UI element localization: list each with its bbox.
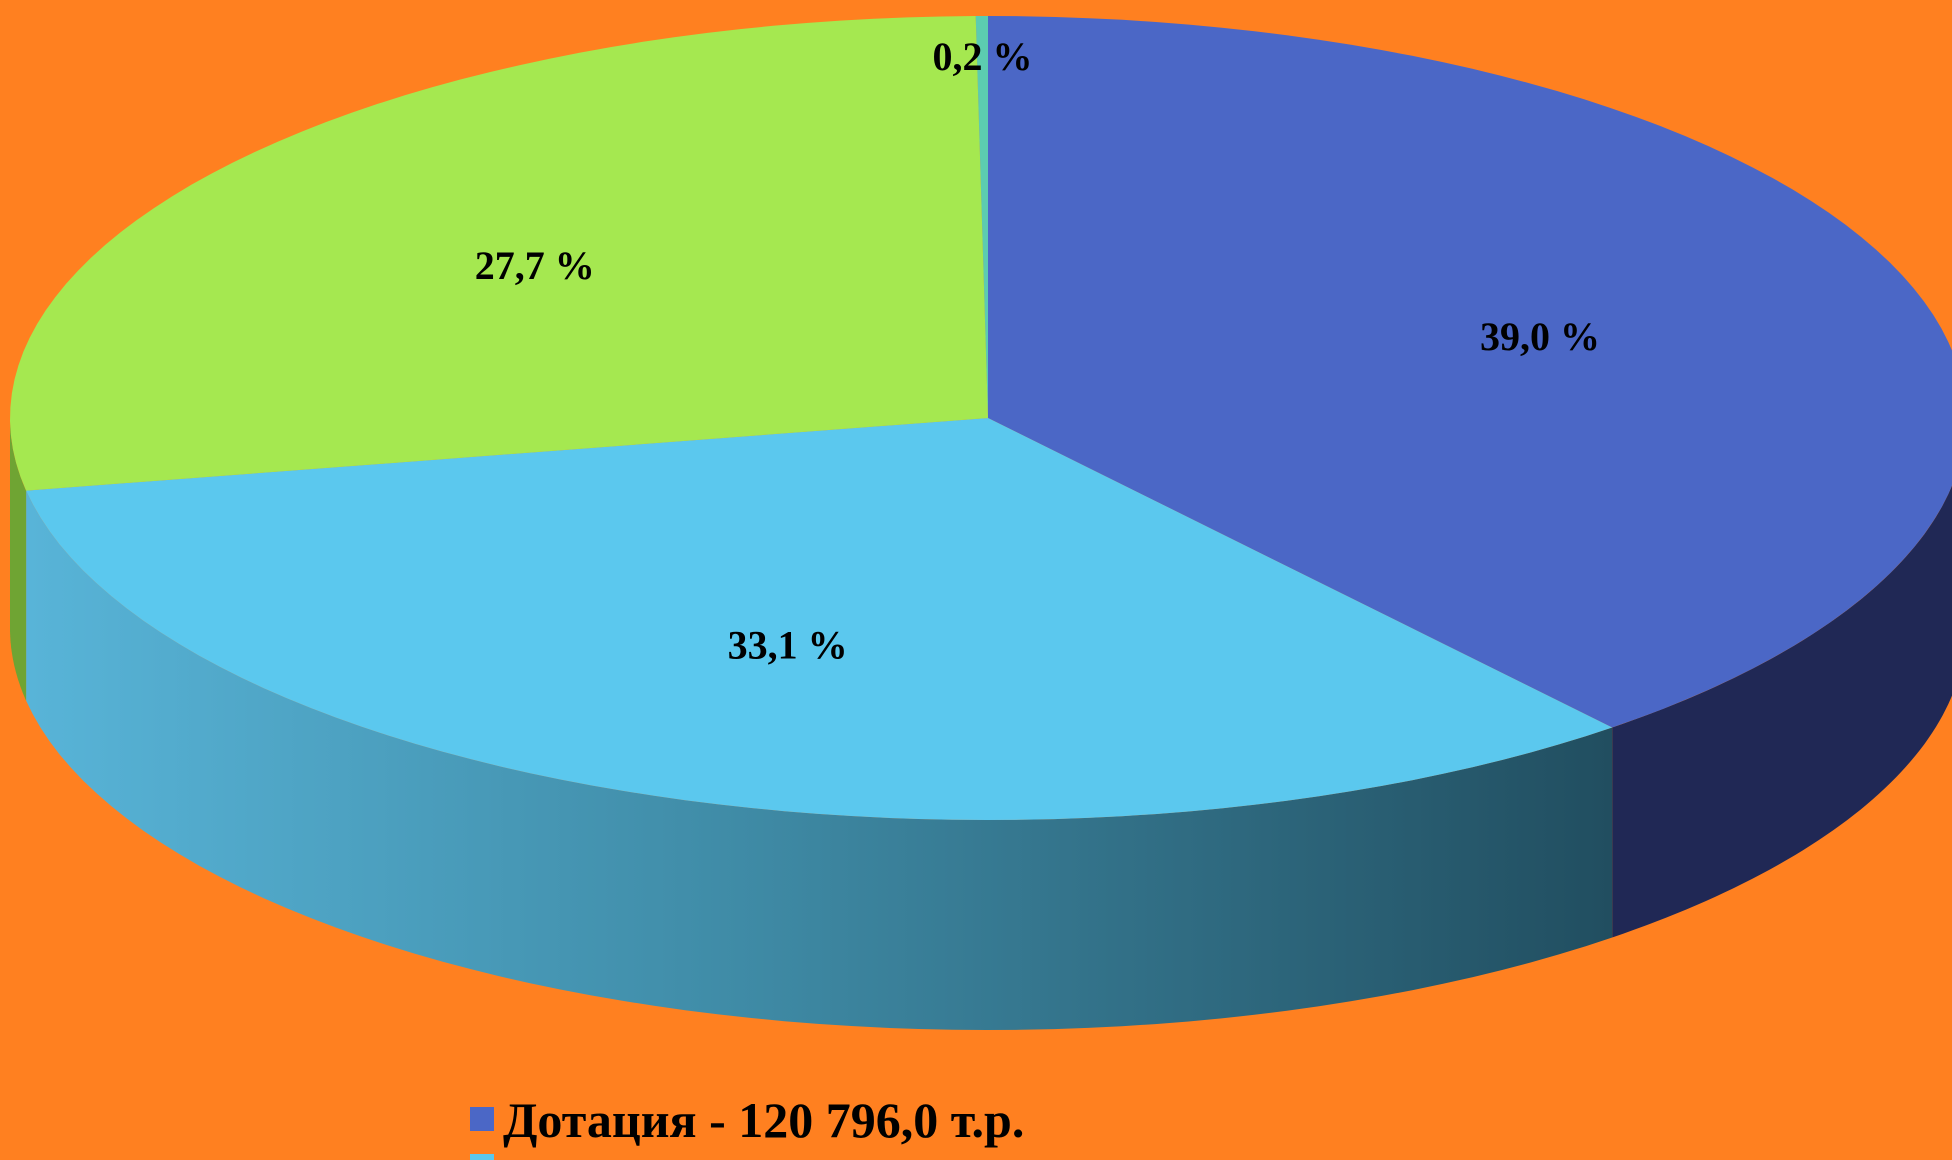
legend-swatch-2: [470, 1154, 494, 1160]
pie-tops: [10, 16, 1952, 820]
pie-slice-1: [26, 418, 1613, 820]
legend-label-dotaciya: Дотация - 120 796,0 т.р.: [503, 1092, 1024, 1148]
pie-slice-3: [975, 16, 988, 418]
pie-labels: 39,0 % 33,1 % 27,7 % 0,2 %: [475, 34, 1600, 668]
pie-label-2: 27,7 %: [475, 243, 595, 288]
pie-sides: [10, 418, 1952, 1031]
pie-label-1: 33,1 %: [728, 623, 848, 668]
pie-side-1: [26, 490, 1613, 1031]
pie-slice-2: [10, 16, 988, 491]
legend: Дотация - 120 796,0 т.р.: [470, 1092, 1024, 1160]
legend-swatch-dotaciya: [470, 1107, 494, 1131]
pie-label-0: 39,0 %: [1480, 314, 1600, 359]
pie-slice-0: [988, 16, 1952, 728]
pie-label-3: 0,2 %: [933, 34, 1033, 79]
pie-side-2: [10, 418, 27, 701]
pie-side-0: [1612, 485, 1952, 938]
